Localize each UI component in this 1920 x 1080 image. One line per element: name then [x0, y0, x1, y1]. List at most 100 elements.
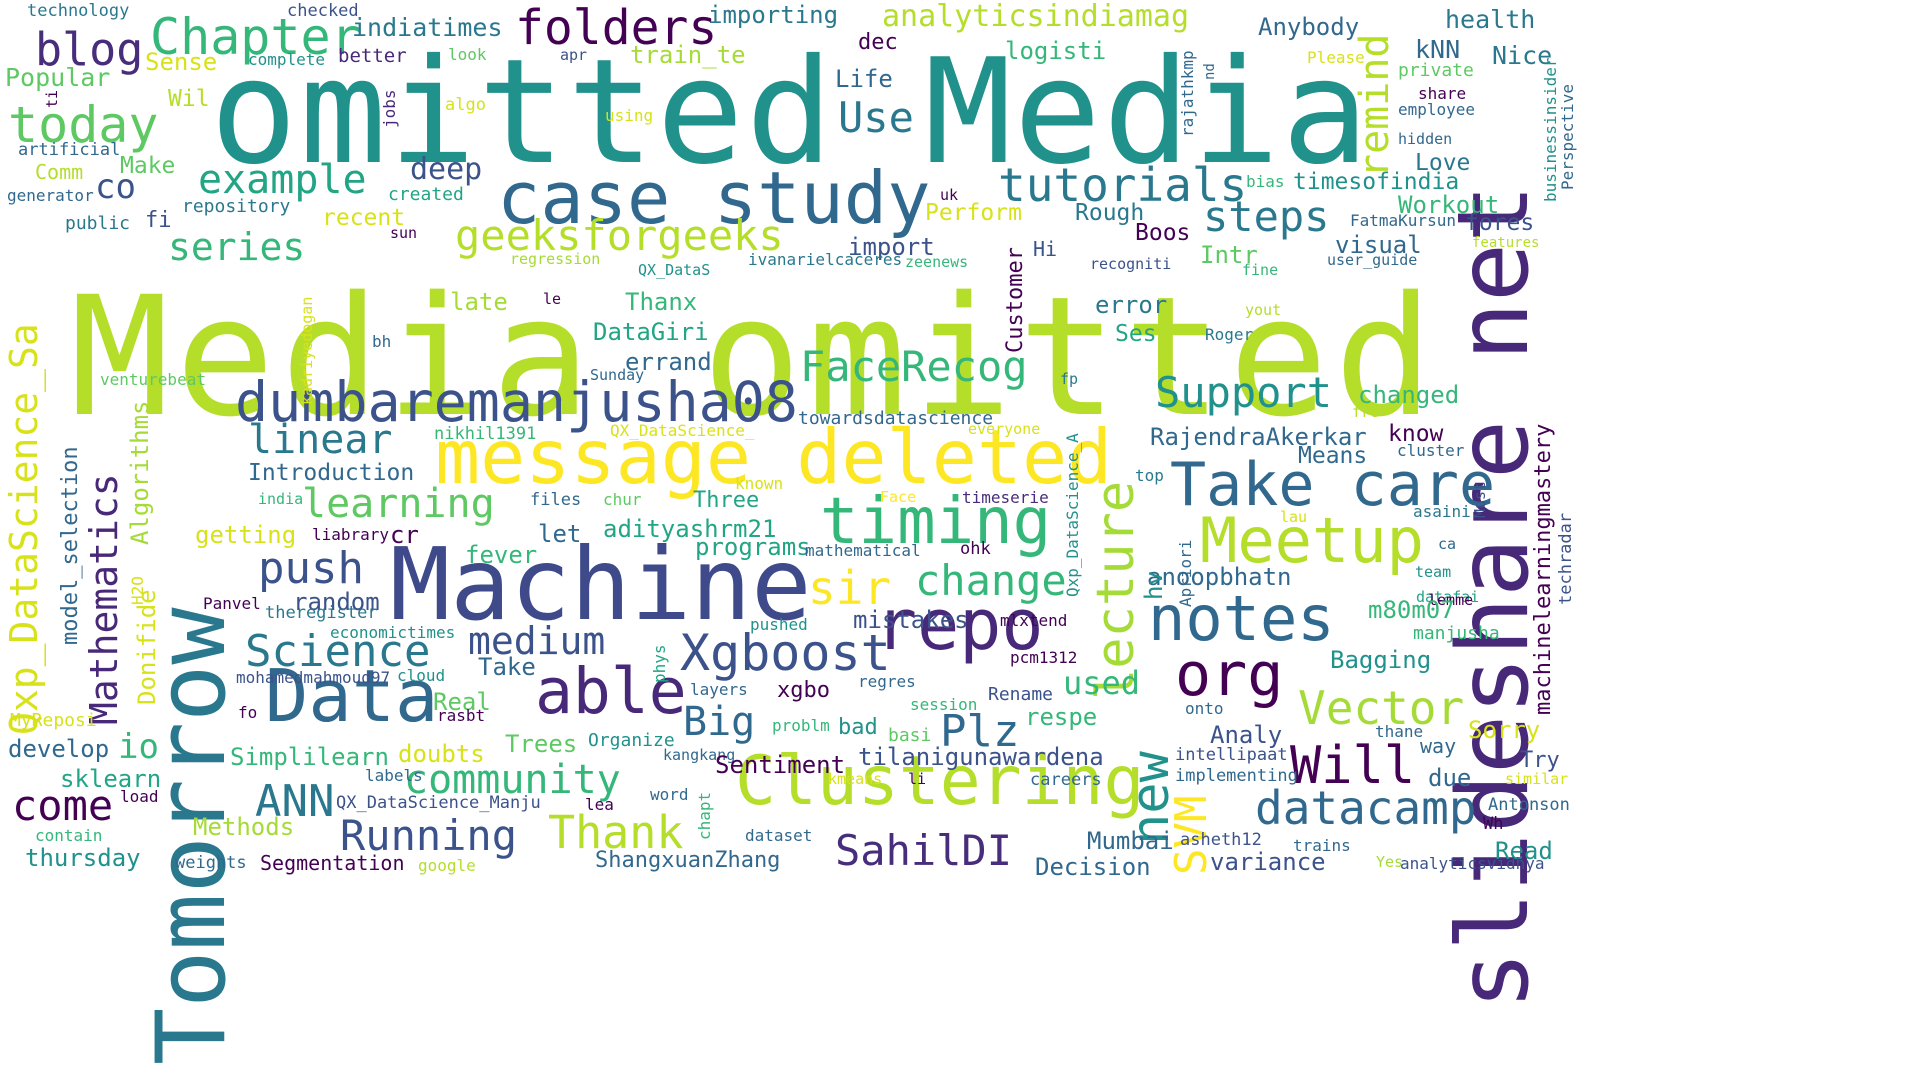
- word-nd: nd: [1202, 63, 1218, 80]
- word-timesofindia: timesofindia: [1293, 169, 1460, 195]
- word-qx-datascience-manju: QX_DataScience_Manju: [336, 793, 541, 813]
- word-sense: Sense: [145, 48, 218, 76]
- word-sorry: Sorry: [1468, 716, 1541, 744]
- word-qx-datascience: QX_DataScience_: [610, 421, 755, 440]
- word-come: come: [12, 781, 114, 830]
- word-simplilearn: Simplilearn: [230, 743, 389, 771]
- word-programs: programs: [695, 533, 811, 561]
- word-economictimes: economictimes: [330, 623, 456, 642]
- word-roger: Roger: [1205, 325, 1254, 344]
- word-qxp-datascience-sa: Qxp_DataScience_Sa: [2, 323, 46, 735]
- word-doubts: doubts: [398, 740, 485, 768]
- word-private: private: [1398, 60, 1474, 81]
- word-checked: checked: [287, 1, 359, 21]
- word-techradar: techradar: [1556, 512, 1576, 605]
- word-mumbai: Mumbai: [1087, 827, 1174, 855]
- word-getting: getting: [195, 521, 297, 549]
- word-m80m07: m80m07: [1368, 596, 1455, 624]
- word-bh: bh: [372, 332, 392, 351]
- word-using: using: [605, 106, 654, 125]
- word-india: india: [258, 490, 304, 508]
- word-timing: timing: [820, 485, 1052, 559]
- word-develop: develop: [8, 735, 110, 763]
- word-businessinsider: businessinsider: [1541, 57, 1560, 203]
- word-community: community: [404, 757, 621, 803]
- word-io: io: [118, 727, 159, 767]
- word-shangxuanzhang: ShangxuanZhang: [595, 848, 781, 873]
- word-analyticsvidhya: analyticsvidhya: [1400, 854, 1545, 873]
- word-timeserie: timeserie: [962, 488, 1049, 507]
- word-trees: Trees: [505, 730, 578, 758]
- word-team: team: [1415, 563, 1452, 581]
- word-introduction: Introduction: [248, 460, 415, 486]
- word-regression: regression: [510, 250, 601, 268]
- word-careers: careers: [1030, 770, 1102, 790]
- word-theregister: theregister: [265, 603, 378, 623]
- word-recent: recent: [322, 205, 406, 231]
- word-segmentation: Segmentation: [260, 851, 405, 875]
- word-h2o: H2O: [128, 576, 147, 605]
- word-share: share: [1418, 84, 1467, 103]
- word-sun: sun: [390, 224, 418, 242]
- word-uk: uk: [940, 186, 959, 204]
- word-chur: chur: [603, 490, 642, 509]
- word-intellipaat: intellipaat: [1175, 745, 1288, 765]
- word-look: look: [448, 45, 487, 64]
- word-tilanigunawardena: tilanigunawardena: [858, 743, 1104, 771]
- word-visual: visual: [1335, 231, 1422, 259]
- word-read: Read: [1495, 837, 1553, 865]
- word-fp: fp: [1060, 370, 1079, 388]
- word-employee: employee: [1398, 100, 1476, 119]
- word-apr: apr: [560, 46, 588, 64]
- word-bias: bias: [1246, 172, 1285, 191]
- word-sentiment: Sentiment: [715, 751, 846, 779]
- word-thane: thane: [1375, 722, 1424, 741]
- word-plz: Plz: [940, 706, 1020, 757]
- word-kmeans: kmeans: [828, 770, 883, 788]
- word-yes: Yes: [1376, 853, 1404, 871]
- word-random: random: [293, 588, 380, 616]
- word-sir: sir: [808, 561, 892, 615]
- word-labels: labels: [365, 766, 423, 785]
- word-three: Three: [693, 488, 760, 513]
- word-import: import: [848, 233, 935, 261]
- word-thursday: thursday: [25, 844, 141, 872]
- word-fo: fo: [238, 703, 258, 722]
- word-life: Life: [835, 65, 893, 93]
- word-ti: ti: [43, 89, 61, 108]
- word-problm: problm: [772, 716, 830, 735]
- word-yout: yout: [1245, 301, 1282, 319]
- word-rajathkmp: rajathkmp: [1178, 50, 1197, 137]
- word-manjusha: manjusha: [1413, 623, 1500, 644]
- word-tutorials: tutorials: [998, 158, 1248, 212]
- word-public: public: [65, 213, 131, 234]
- word-rajendraakerkar: RajendraAkerkar: [1150, 423, 1367, 451]
- word-asaini: asaini: [1413, 502, 1471, 521]
- word-popular: Popular: [5, 63, 111, 92]
- word-please: Please: [1307, 48, 1365, 67]
- word-take: Take: [478, 653, 536, 681]
- word-love: Love: [1415, 150, 1471, 176]
- word-clustering: Clustering: [735, 742, 1145, 821]
- word-complete: complete: [248, 50, 326, 69]
- word-lea: lea: [585, 795, 614, 814]
- word-case-study: case study: [497, 156, 931, 240]
- word-dataset: dataset: [745, 826, 813, 845]
- word-indiatimes: indiatimes: [352, 13, 503, 42]
- word-media-omitted: Media omitted: [70, 261, 1440, 453]
- word-kangkang: kangkang: [663, 746, 736, 764]
- word-wh: Wh: [1483, 814, 1504, 834]
- word-way: way: [1420, 734, 1457, 758]
- word-mathematics: Mathematics: [82, 473, 126, 725]
- word-able: able: [535, 655, 687, 728]
- word-thank: Thank: [548, 806, 684, 859]
- word-workout: Workout: [1398, 191, 1500, 219]
- word-push: push: [258, 543, 364, 594]
- word-message-deleted: message deleted: [435, 413, 1113, 501]
- word-decision: Decision: [1035, 853, 1151, 881]
- word-machinelearningmastery: machinelearningmastery: [1531, 423, 1556, 715]
- word-fre: fre: [1352, 403, 1380, 421]
- word-boos: Boos: [1135, 220, 1191, 246]
- word-towardsdatascience: towardsdatascience: [798, 408, 994, 429]
- word-artificial: artificial: [18, 140, 121, 160]
